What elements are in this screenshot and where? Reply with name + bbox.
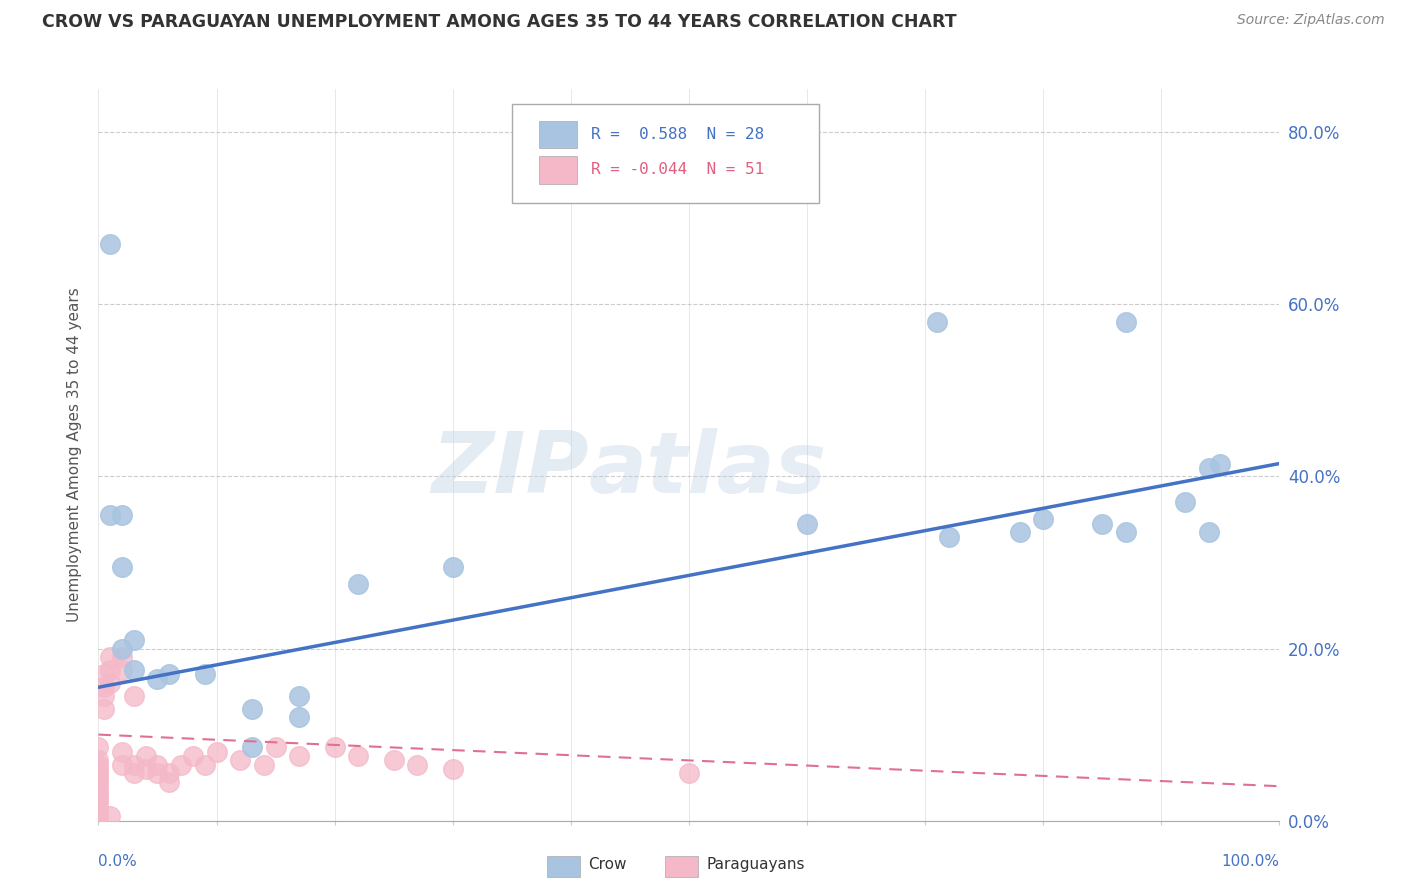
Point [288,710,311,724]
Point [1115,525,1137,540]
Point [146,757,169,772]
Point [205,745,228,759]
Point [93,702,115,716]
Point [288,749,311,764]
Point [288,689,311,703]
Point [87,766,110,780]
FancyBboxPatch shape [538,156,576,184]
Text: 100.0%: 100.0% [1222,854,1279,869]
Point [93,667,115,681]
Point [87,779,110,793]
Point [111,745,134,759]
Y-axis label: Unemployment Among Ages 35 to 44 years: Unemployment Among Ages 35 to 44 years [67,287,83,623]
Text: 0.0%: 0.0% [98,854,138,869]
Point [98,237,121,252]
Point [111,757,134,772]
Point [1198,525,1220,540]
Point [87,762,110,776]
Point [87,788,110,802]
Point [93,689,115,703]
Point [87,740,110,755]
Point [135,749,157,764]
Text: CROW VS PARAGUAYAN UNEMPLOYMENT AMONG AGES 35 TO 44 YEARS CORRELATION CHART: CROW VS PARAGUAYAN UNEMPLOYMENT AMONG AG… [42,13,957,31]
Point [194,757,217,772]
Point [87,783,110,797]
Point [146,672,169,686]
Point [253,757,276,772]
FancyBboxPatch shape [665,856,699,877]
Point [181,749,204,764]
Point [87,757,110,772]
Point [98,650,121,665]
Point [98,508,121,523]
Point [111,663,134,677]
Point [441,559,464,574]
Point [157,766,180,780]
Point [678,766,700,780]
Point [87,805,110,819]
Point [122,663,145,677]
Text: R =  0.588  N = 28: R = 0.588 N = 28 [591,127,765,142]
Text: R = -0.044  N = 51: R = -0.044 N = 51 [591,162,765,178]
Point [87,801,110,815]
Text: ZIP: ZIP [430,428,589,511]
Point [938,530,960,544]
Point [93,680,115,694]
Point [1091,516,1114,531]
Text: Crow: Crow [589,857,627,872]
Point [347,749,370,764]
Point [1115,314,1137,328]
Point [157,775,180,789]
Point [323,740,346,755]
Point [240,702,263,716]
Text: atlas: atlas [589,428,827,511]
Point [157,667,180,681]
Point [347,577,370,591]
Point [111,508,134,523]
FancyBboxPatch shape [512,103,818,202]
Point [382,753,405,767]
Point [441,762,464,776]
Point [1174,495,1197,509]
Point [796,516,818,531]
FancyBboxPatch shape [538,120,576,148]
Point [240,740,263,755]
Point [87,809,110,823]
Point [170,757,193,772]
Point [925,314,948,328]
Point [87,814,110,828]
Point [1198,460,1220,475]
Point [1032,512,1054,526]
Point [1209,457,1232,471]
Point [264,740,287,755]
Point [87,775,110,789]
Point [111,641,134,656]
Point [135,762,157,776]
Point [98,809,121,823]
Point [87,753,110,767]
Point [111,650,134,665]
Point [87,797,110,811]
Point [87,792,110,806]
Text: Source: ZipAtlas.com: Source: ZipAtlas.com [1237,13,1385,28]
FancyBboxPatch shape [547,856,581,877]
Point [229,753,252,767]
Point [98,663,121,677]
Point [122,632,145,647]
Point [122,766,145,780]
Point [87,771,110,785]
Text: Paraguayans: Paraguayans [707,857,806,872]
Point [122,757,145,772]
Point [194,667,217,681]
Point [146,766,169,780]
Point [1008,525,1031,540]
Point [406,757,429,772]
Point [122,689,145,703]
Point [98,676,121,690]
Point [111,559,134,574]
